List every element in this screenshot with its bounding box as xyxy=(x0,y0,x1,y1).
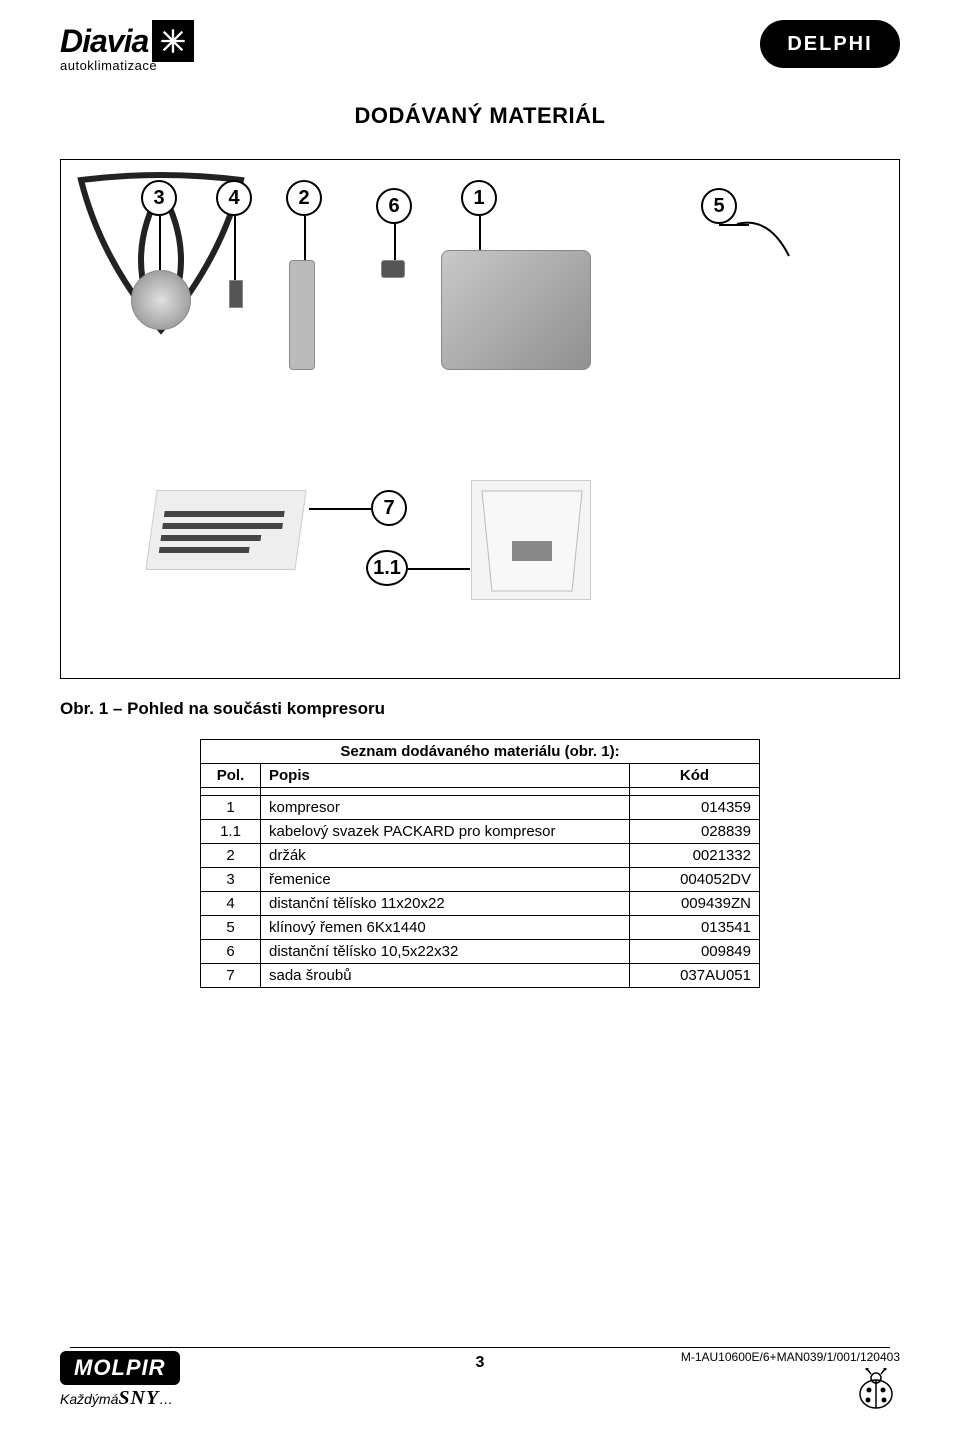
part-packard-bag xyxy=(471,480,591,600)
table-row: 3řemenice004052DV xyxy=(201,868,760,892)
cell-kod: 009849 xyxy=(630,940,760,964)
brand-sub-left: autoklimatizace xyxy=(60,58,157,73)
leader-line xyxy=(304,216,306,260)
logo-molpir: MOLPIR KaždýmáSNY… xyxy=(60,1351,180,1410)
callout-6: 6 xyxy=(376,188,412,224)
th-pol: Pol. xyxy=(201,764,261,788)
parts-table: Seznam dodávaného materiálu (obr. 1): Po… xyxy=(200,739,760,988)
cell-kod: 009439ZN xyxy=(630,892,760,916)
callout-7: 7 xyxy=(371,490,407,526)
cell-pol: 1 xyxy=(201,796,261,820)
doc-code: M-1AU10600E/6+MAN039/1/001/120403 xyxy=(681,1350,900,1364)
cell-pol: 2 xyxy=(201,844,261,868)
callout-1-1: 1.1 xyxy=(366,550,408,586)
table-row: 5klínový řemen 6Kx1440013541 xyxy=(201,916,760,940)
callout-1: 1 xyxy=(461,180,497,216)
cell-kod: 0021332 xyxy=(630,844,760,868)
cell-popis: klínový řemen 6Kx1440 xyxy=(261,916,630,940)
ladybug-icon xyxy=(852,1368,900,1410)
cell-kod: 028839 xyxy=(630,820,760,844)
page-title: DODÁVANÝ MATERIÁL xyxy=(0,103,960,129)
cell-popis: kompresor xyxy=(261,796,630,820)
leader-line xyxy=(394,224,396,260)
leader-line xyxy=(159,216,161,270)
slogan: KaždýmáSNY… xyxy=(60,1387,173,1410)
table-row: 2držák0021332 xyxy=(201,844,760,868)
table-row: 7sada šroubů037AU051 xyxy=(201,964,760,988)
leader-curve xyxy=(719,206,809,266)
part-bracket xyxy=(289,260,315,370)
brand-name-left: Diavia xyxy=(60,23,148,60)
cell-kod: 013541 xyxy=(630,916,760,940)
cell-popis: řemenice xyxy=(261,868,630,892)
molpir-text: MOLPIR xyxy=(60,1351,180,1385)
part-spacer4 xyxy=(229,280,243,308)
part-pulley xyxy=(131,270,191,330)
page-footer: MOLPIR KaždýmáSNY… M-1AU10600E/6+MAN039/… xyxy=(0,1350,960,1410)
table-title: Seznam dodávaného materiálu (obr. 1): xyxy=(201,740,760,764)
cell-pol: 1.1 xyxy=(201,820,261,844)
logo-delphi: DELPHI xyxy=(760,20,900,68)
leader-line xyxy=(408,568,470,570)
cell-pol: 7 xyxy=(201,964,261,988)
leader-line xyxy=(234,216,236,280)
leader-line xyxy=(479,216,481,250)
cell-popis: sada šroubů xyxy=(261,964,630,988)
part-bolts xyxy=(145,490,306,570)
logo-diavia: Diavia autoklimatizace xyxy=(60,20,194,73)
table-row: 1kompresor014359 xyxy=(201,796,760,820)
cell-pol: 6 xyxy=(201,940,261,964)
th-popis: Popis xyxy=(261,764,630,788)
snowflake-icon xyxy=(152,20,194,62)
footer-right: M-1AU10600E/6+MAN039/1/001/120403 xyxy=(681,1350,900,1410)
cell-pol: 3 xyxy=(201,868,261,892)
leader-line xyxy=(309,508,371,510)
cell-popis: kabelový svazek PACKARD pro kompresor xyxy=(261,820,630,844)
cell-popis: držák xyxy=(261,844,630,868)
cell-kod: 004052DV xyxy=(630,868,760,892)
figure-exploded-view: 3 4 2 6 1 5 7 1.1 xyxy=(60,159,900,679)
brand-name-right: DELPHI xyxy=(787,33,872,56)
part-compressor xyxy=(441,250,591,370)
cell-popis: distanční tělísko 10,5x22x32 xyxy=(261,940,630,964)
callout-4: 4 xyxy=(216,180,252,216)
cell-kod: 037AU051 xyxy=(630,964,760,988)
page-header: Diavia autoklimatizace DELPHI xyxy=(0,0,960,83)
cell-pol: 5 xyxy=(201,916,261,940)
cell-kod: 014359 xyxy=(630,796,760,820)
th-kod: Kód xyxy=(630,764,760,788)
cell-pol: 4 xyxy=(201,892,261,916)
callout-2: 2 xyxy=(286,180,322,216)
table-row: 4distanční tělísko 11x20x22009439ZN xyxy=(201,892,760,916)
table-row: 6distanční tělísko 10,5x22x32009849 xyxy=(201,940,760,964)
table-row: 1.1kabelový svazek PACKARD pro kompresor… xyxy=(201,820,760,844)
part-bushing xyxy=(381,260,405,278)
callout-3: 3 xyxy=(141,180,177,216)
figure-caption: Obr. 1 – Pohled na součásti kompresoru xyxy=(60,699,900,719)
cell-popis: distanční tělísko 11x20x22 xyxy=(261,892,630,916)
